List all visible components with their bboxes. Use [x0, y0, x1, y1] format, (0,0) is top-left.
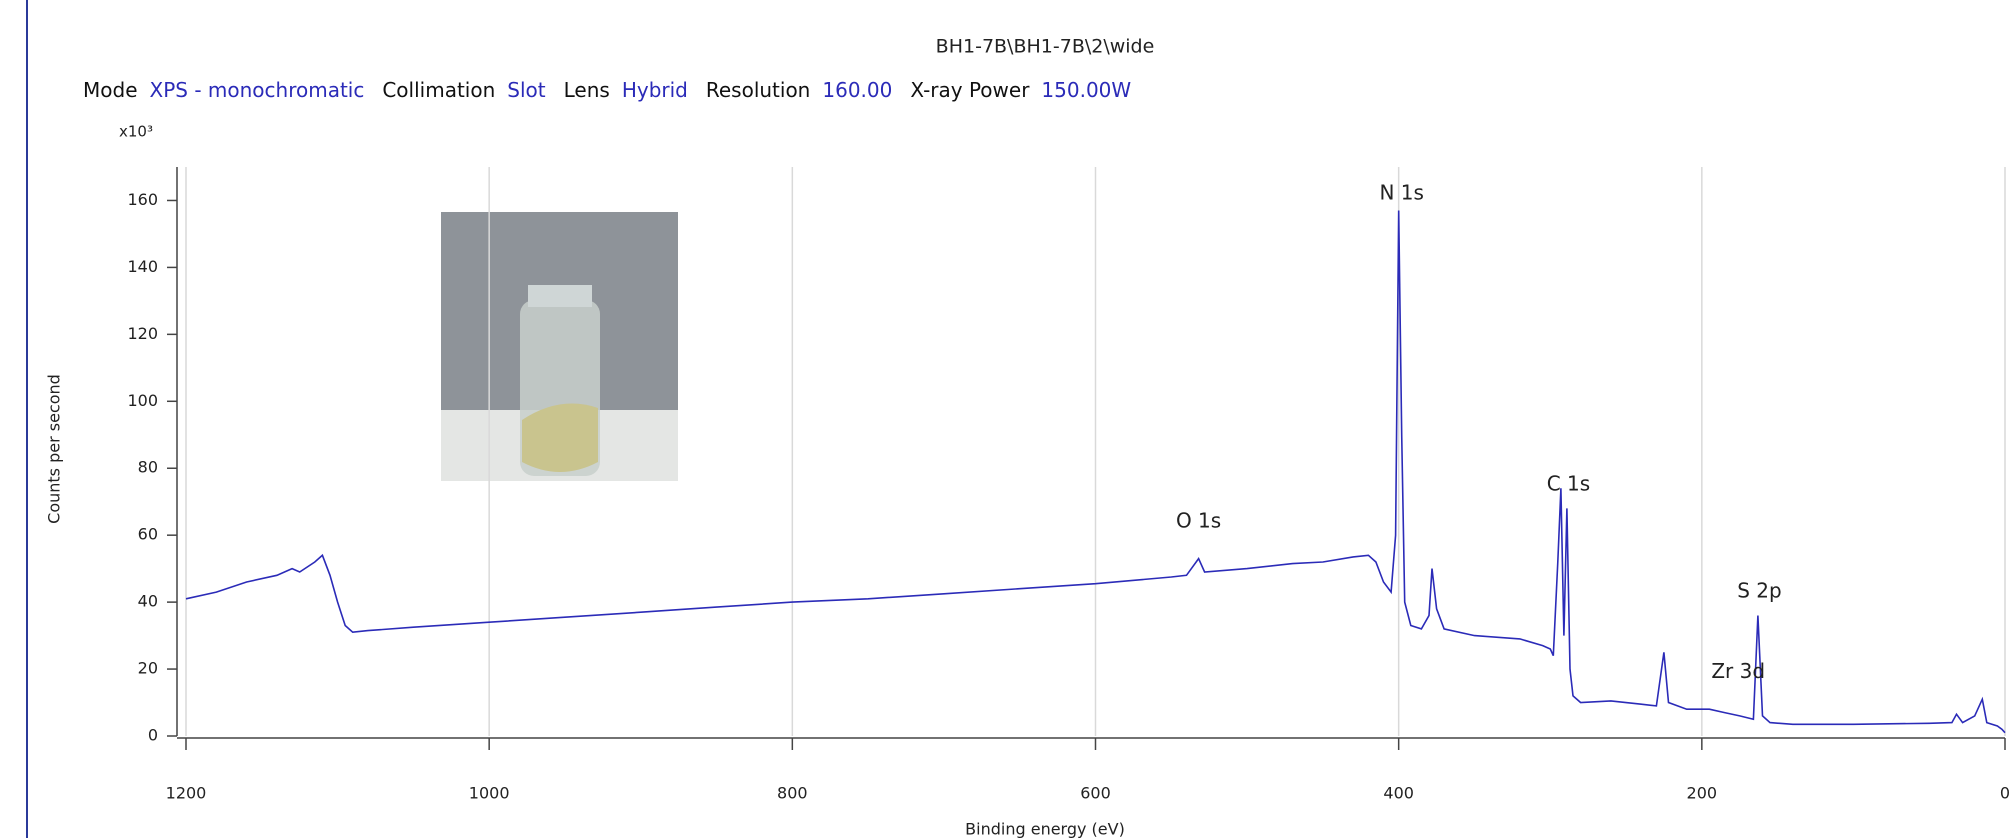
- chart-title: BH1-7B\BH1-7B\2\wide: [936, 36, 1155, 58]
- setting-label: Resolution: [705, 78, 811, 102]
- peak-label: S 2p: [1737, 579, 1781, 603]
- setting-value: Hybrid: [621, 78, 688, 102]
- y-tick-label: 140: [127, 257, 158, 276]
- y-tick-label: 0: [148, 726, 158, 745]
- setting-value: 150.00W: [1041, 78, 1132, 102]
- x-tick-label: 1200: [166, 784, 207, 803]
- setting-label: Lens: [563, 78, 610, 102]
- y-tick-label: 120: [127, 324, 158, 343]
- peak-label: O 1s: [1176, 508, 1221, 532]
- peak-label: N 1s: [1379, 180, 1423, 204]
- inset-photo: [441, 212, 678, 481]
- y-tick-label: 80: [138, 458, 158, 477]
- y-tick-label: 100: [127, 391, 158, 410]
- x-tick-label: 600: [1080, 784, 1111, 803]
- settings-bar: Mode XPS - monochromatic Collimation Slot Le…: [83, 78, 1149, 102]
- peak-label: Zr 3d: [1711, 659, 1765, 683]
- setting-value: 160.00: [822, 78, 893, 102]
- y-tick-label: 60: [138, 525, 158, 544]
- setting-value: XPS - monochromatic: [149, 78, 365, 102]
- y-tick-label: 40: [138, 592, 158, 611]
- x-tick-label: 200: [1687, 784, 1718, 803]
- x-tick-label: 1000: [469, 784, 510, 803]
- y-tick-label: 160: [127, 190, 158, 209]
- setting-label: Mode: [83, 78, 138, 102]
- setting-label: Collimation: [382, 78, 496, 102]
- y-tick-label: 20: [138, 659, 158, 678]
- x-tick-label: 800: [777, 784, 808, 803]
- x-tick-label: 400: [1383, 784, 1414, 803]
- y-multiplier: x10³: [119, 123, 153, 141]
- spectrum-line: [185, 210, 2006, 734]
- x-tick-label: 0: [2000, 784, 2010, 803]
- y-axis-label: Counts per second: [45, 374, 64, 524]
- setting-label: X-ray Power: [910, 78, 1030, 102]
- peak-label: C 1s: [1547, 471, 1590, 495]
- x-axis-label: Binding energy (eV): [965, 820, 1125, 838]
- setting-value: Slot: [507, 78, 546, 102]
